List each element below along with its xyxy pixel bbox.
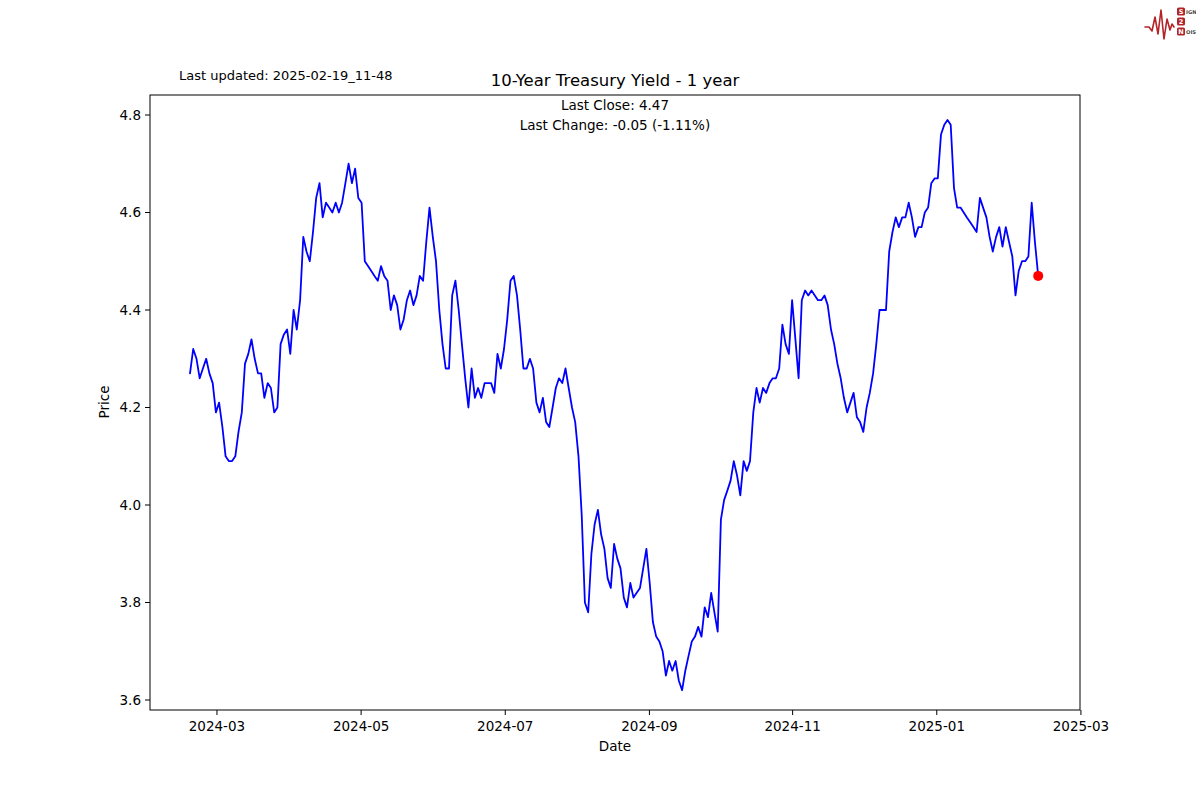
x-tick-label: 2024-11 — [764, 718, 820, 734]
y-tick-label: 4.8 — [120, 107, 141, 123]
x-tick-label: 2025-03 — [1053, 718, 1109, 734]
logo-word-oise: OISE — [1186, 29, 1196, 35]
logo-word-ignal: IGNAL — [1186, 9, 1196, 15]
logo-badge-n-letter: N — [1178, 28, 1183, 36]
x-tick-label: 2024-09 — [621, 718, 677, 734]
chart-title: 10-Year Treasury Yield - 1 year — [150, 71, 1080, 90]
figure: 3.6 3.8 4.0 4.2 4.4 4.6 4.8 2024-03 2024-05 2024-… — [0, 0, 1200, 800]
y-tick-label: 4.6 — [120, 204, 141, 220]
logo-waveform-icon — [1145, 10, 1174, 39]
y-tick-label: 4.4 — [120, 302, 141, 318]
subtitle-last-close: Last Close: 4.47 — [150, 97, 1080, 113]
subtitle-last-change: Last Change: -0.05 (-1.11%) — [150, 117, 1080, 133]
last-close-marker — [1033, 271, 1043, 281]
logo-badge-2-letter: 2 — [1179, 18, 1184, 26]
y-axis-label: Price — [96, 378, 112, 426]
x-tick-label: 2024-05 — [333, 718, 389, 734]
y-tick-label: 4.2 — [120, 399, 141, 415]
yield-line-series — [190, 120, 1038, 690]
plot-border — [150, 95, 1080, 710]
signal2noise-logo: S IGNAL 2 N OISE — [1144, 3, 1196, 45]
x-tick-label: 2025-01 — [909, 718, 965, 734]
y-tick-label: 4.0 — [120, 497, 141, 513]
logo-badge-s-letter: S — [1179, 8, 1184, 16]
x-tick-label: 2024-07 — [477, 718, 533, 734]
x-tick-label: 2024-03 — [189, 718, 245, 734]
logo-text: S IGNAL 2 N OISE — [1177, 8, 1196, 37]
y-tick-label: 3.6 — [120, 692, 141, 708]
y-tick-label: 3.8 — [120, 594, 141, 610]
x-axis-label: Date — [150, 738, 1080, 754]
